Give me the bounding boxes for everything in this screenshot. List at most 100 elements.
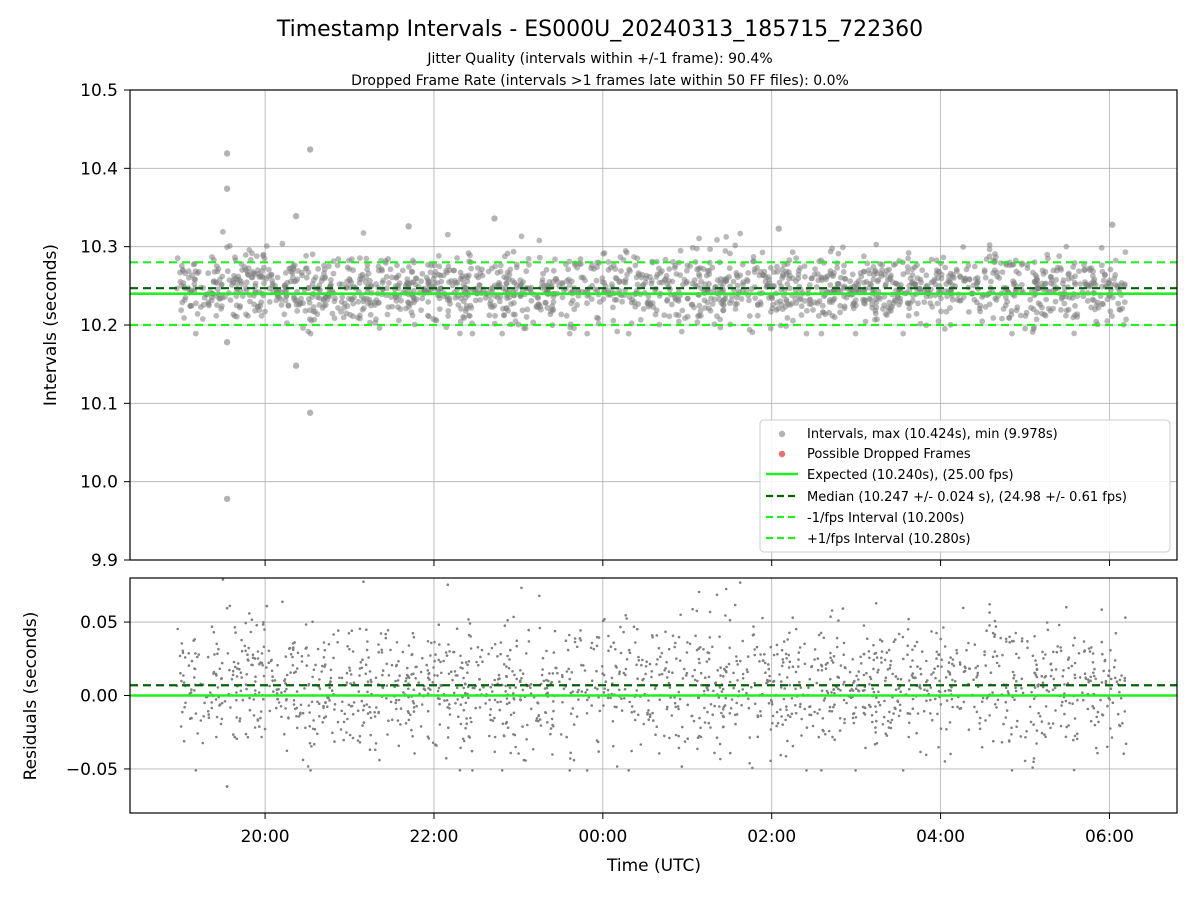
residual-point (615, 705, 618, 709)
interval-point (273, 297, 280, 304)
interval-point (344, 278, 350, 285)
residual-reference-lines (130, 684, 1177, 697)
residual-point (395, 663, 399, 667)
residual-point (884, 676, 888, 679)
residual-point (1071, 702, 1074, 705)
residual-point (369, 733, 373, 737)
residual-point (549, 732, 552, 736)
interval-point (981, 267, 988, 274)
residual-point (1073, 717, 1077, 720)
residual-point (868, 675, 872, 679)
residual-point (468, 622, 472, 625)
interval-point (1048, 277, 1055, 283)
residual-point (896, 677, 900, 681)
interval-point (485, 268, 492, 275)
residual-point (985, 697, 989, 700)
residual-point (778, 673, 781, 676)
interval-point (971, 263, 978, 270)
residual-point (671, 634, 675, 638)
residual-point (1030, 690, 1033, 694)
interval-point (663, 273, 670, 279)
interval-point (292, 278, 299, 284)
residual-point (595, 644, 599, 648)
residual-point (461, 737, 465, 741)
interval-point (451, 267, 457, 274)
residual-point (251, 656, 255, 659)
interval-point (1070, 314, 1077, 321)
residual-point (849, 696, 853, 699)
residual-point (527, 684, 531, 687)
residual-point (471, 769, 474, 772)
residual-point (340, 709, 344, 713)
residual-point (1067, 656, 1071, 659)
residual-point (816, 657, 820, 660)
residual-point (866, 637, 869, 640)
residual-point (1035, 668, 1039, 671)
interval-point (661, 312, 668, 319)
residual-point (1040, 674, 1044, 678)
interval-point (552, 276, 559, 282)
residual-point (359, 660, 363, 664)
interval-point (1040, 271, 1047, 277)
interval-point (307, 330, 314, 337)
residual-point (207, 713, 210, 716)
residual-point (522, 758, 526, 762)
interval-point (888, 308, 894, 314)
residual-point (245, 687, 248, 691)
interval-point (211, 268, 218, 275)
residual-point (1035, 729, 1039, 732)
residual-point (445, 699, 449, 702)
interval-point (254, 303, 261, 310)
residual-point (489, 718, 493, 722)
residual-point (1064, 699, 1068, 703)
interval-point (949, 282, 956, 289)
interval-point (750, 254, 757, 260)
interval-point (784, 315, 791, 321)
residual-point (764, 671, 767, 674)
residual-point (947, 661, 951, 664)
interval-point (819, 302, 826, 309)
residual-point (1084, 676, 1087, 679)
interval-point (823, 274, 829, 281)
residual-point (1010, 733, 1013, 736)
interval-point (806, 282, 813, 288)
residual-point (820, 689, 824, 692)
residual-point (1109, 677, 1113, 681)
residual-point (640, 663, 643, 667)
residual-point (853, 679, 856, 683)
interval-point (601, 250, 608, 256)
residual-point (805, 726, 809, 729)
residual-point (238, 717, 242, 720)
interval-point (510, 311, 517, 318)
residual-point (888, 666, 892, 670)
residual-point (660, 651, 664, 655)
residual-point (859, 655, 862, 659)
interval-point (664, 296, 671, 303)
residual-point (823, 697, 827, 700)
interval-point (316, 301, 323, 308)
residual-point (1052, 677, 1056, 681)
residual-point (633, 710, 636, 713)
interval-point (942, 264, 949, 271)
residual-point (830, 609, 834, 612)
interval-point (302, 308, 309, 314)
residual-point (309, 769, 312, 772)
residual-point (456, 698, 460, 701)
residual-point (529, 683, 533, 686)
residual-point (488, 734, 491, 738)
residual-point (786, 739, 789, 743)
residual-point (862, 652, 866, 656)
interval-point (497, 262, 504, 269)
interval-point (243, 279, 250, 286)
interval-point (714, 313, 720, 320)
interval-point (861, 253, 867, 260)
residual-point (897, 714, 901, 718)
residual-point (1060, 704, 1063, 707)
residual-point (260, 652, 264, 655)
residual-point (573, 640, 577, 644)
residual-point (394, 701, 398, 705)
residual-point (251, 663, 254, 667)
residual-point (702, 689, 706, 693)
interval-point (292, 297, 299, 304)
interval-point (861, 268, 868, 275)
